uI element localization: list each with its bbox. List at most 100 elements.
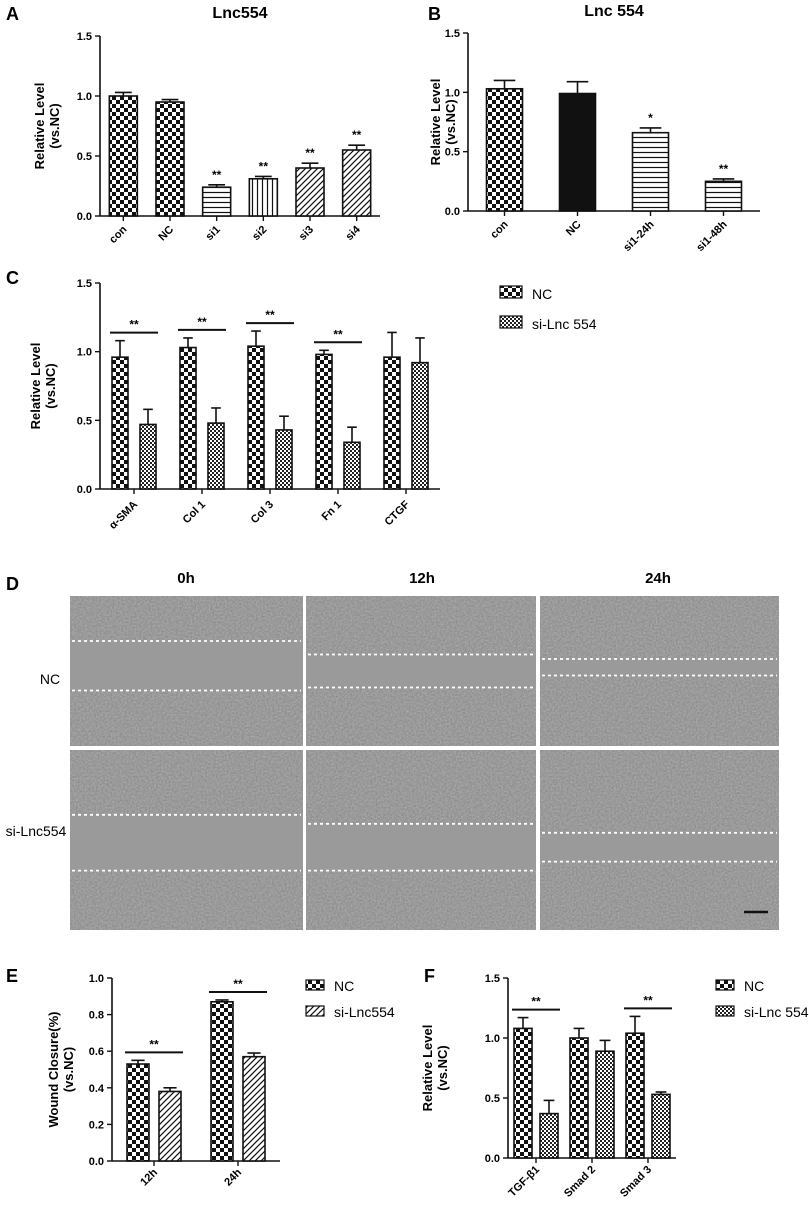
wound-gap bbox=[306, 654, 536, 688]
bar bbox=[341, 149, 372, 217]
micrograph-time-0h: 0h bbox=[177, 570, 195, 587]
y-tick-label: 1.0 bbox=[77, 91, 92, 103]
bar bbox=[275, 429, 293, 490]
legend-label: NC bbox=[532, 286, 552, 302]
significance-label: ** bbox=[259, 159, 269, 173]
chart-a-relative-level: Lnc554 Relative Level(vs.NC) 0.0 0.5 1.0 1.5 c… bbox=[32, 5, 380, 246]
y-tick-label: 0.6 bbox=[89, 1046, 104, 1058]
x-tick-label: TGF-β1 bbox=[506, 1164, 542, 1200]
micrograph-time-12h: 12h bbox=[409, 570, 435, 587]
significance-label: ** bbox=[643, 993, 653, 1007]
x-tick-label: NC bbox=[156, 224, 176, 244]
chart-f-signaling: Relative Level(vs.NC) 0.0 0.5 1.0 1.5 TGF-β1 *… bbox=[420, 973, 809, 1200]
y-axis-title-line: Relative Level bbox=[428, 79, 443, 166]
y-tick-label: 0.0 bbox=[89, 1156, 104, 1168]
y-axis-title: Relative Level(vs.NC) bbox=[32, 83, 62, 170]
significance-label: ** bbox=[129, 318, 139, 332]
bar bbox=[343, 441, 361, 490]
bar bbox=[155, 101, 185, 217]
bar bbox=[210, 1000, 234, 1162]
legend-swatch bbox=[305, 1005, 325, 1017]
legend-swatch bbox=[715, 1005, 735, 1017]
bar bbox=[108, 95, 139, 217]
bar bbox=[651, 1093, 671, 1159]
chart-b-relative-level: Lnc 554 Relative Level(vs.NC) 0.0 0.5 1.0 1.5… bbox=[428, 3, 760, 254]
y-axis-title: Relative Level(vs.NC) bbox=[428, 79, 458, 166]
y-tick-label: 0.5 bbox=[445, 147, 460, 159]
bar bbox=[179, 346, 197, 490]
y-tick-label: 0.5 bbox=[77, 415, 92, 427]
y-tick-label: 0.5 bbox=[485, 1093, 500, 1105]
significance-label: ** bbox=[333, 327, 343, 341]
bar bbox=[539, 1112, 559, 1159]
chart-c-fibrosis-markers: Relative Level(vs.NC) 0.0 0.5 1.0 1.5 α-SMA **… bbox=[28, 278, 597, 532]
y-tick-label: 0.2 bbox=[89, 1119, 104, 1131]
x-tick-label: Col 1 bbox=[181, 499, 209, 527]
y-axis-title-line: Relative Level bbox=[28, 343, 43, 430]
legend-swatch bbox=[305, 979, 325, 991]
panel-label-f: F bbox=[424, 966, 435, 986]
x-tick-label: si2 bbox=[250, 224, 269, 243]
x-tick-label: NC bbox=[564, 219, 584, 239]
x-tick-label: α-SMA bbox=[107, 499, 140, 532]
panel-label-a: A bbox=[6, 4, 19, 24]
micrograph-time-24h: 24h bbox=[645, 570, 671, 587]
bar bbox=[295, 167, 325, 217]
x-tick-label: si1-48h bbox=[694, 218, 729, 253]
significance-label: ** bbox=[149, 1037, 159, 1051]
wound-healing-micrographs: 0h 12h 24h NC si-Lnc554 bbox=[6, 570, 779, 930]
significance-label: ** bbox=[305, 146, 315, 160]
bar bbox=[207, 422, 225, 490]
panel-label-b: B bbox=[428, 4, 441, 24]
x-tick-label: 24h bbox=[222, 1166, 244, 1188]
bar bbox=[558, 92, 597, 212]
y-axis-title-line: (vs.NC) bbox=[47, 103, 62, 149]
significance-label: ** bbox=[719, 162, 729, 176]
y-tick-label: 0.0 bbox=[77, 211, 92, 223]
significance-label: ** bbox=[197, 315, 207, 329]
y-axis-title-line: (vs.NC) bbox=[61, 1047, 76, 1093]
legend-swatch bbox=[715, 979, 735, 991]
wound-gap bbox=[540, 832, 779, 862]
bar bbox=[704, 180, 743, 212]
y-tick-label: 0.8 bbox=[89, 1010, 104, 1022]
legend-label: si-Lnc 554 bbox=[532, 316, 597, 332]
y-tick-label: 0.0 bbox=[77, 484, 92, 496]
significance-label: * bbox=[648, 111, 653, 125]
bar bbox=[315, 353, 333, 490]
micrograph-row-nc: NC bbox=[40, 671, 60, 687]
bar bbox=[569, 1037, 589, 1159]
y-tick-label: 1.0 bbox=[485, 1033, 500, 1045]
chart-title: Lnc 554 bbox=[584, 3, 644, 20]
bar bbox=[411, 361, 429, 490]
y-tick-label: 0.5 bbox=[77, 151, 92, 163]
x-tick-label: Smad 3 bbox=[618, 1164, 654, 1200]
bar bbox=[383, 356, 401, 490]
wound-gap bbox=[70, 641, 303, 691]
y-axis-title-line: Wound Closure(%) bbox=[46, 1011, 61, 1127]
y-tick-label: 1.5 bbox=[77, 31, 92, 43]
legend-label: si-Lnc554 bbox=[334, 1004, 395, 1020]
chart-e-wound-closure: Wound Closure(%)(vs.NC) 0.0 0.2 0.4 0.6 0.8 1.… bbox=[46, 973, 395, 1189]
legend-label: NC bbox=[334, 978, 354, 994]
legend-swatch bbox=[499, 285, 523, 299]
bar bbox=[485, 87, 524, 212]
bar bbox=[201, 186, 232, 217]
bar bbox=[595, 1050, 615, 1159]
x-tick-label: 12h bbox=[138, 1166, 160, 1188]
y-tick-label: 1.5 bbox=[445, 28, 460, 40]
y-tick-label: 1.0 bbox=[445, 87, 460, 99]
y-axis-title-line: (vs.NC) bbox=[443, 99, 458, 145]
y-axis-title-line: (vs.NC) bbox=[43, 363, 58, 409]
y-tick-label: 1.5 bbox=[77, 278, 92, 290]
significance-label: ** bbox=[212, 168, 222, 182]
bar bbox=[513, 1027, 533, 1159]
y-tick-label: 1.0 bbox=[89, 973, 104, 985]
bar bbox=[126, 1063, 150, 1162]
bar bbox=[158, 1090, 182, 1162]
y-axis-title: Relative Level(vs.NC) bbox=[28, 343, 58, 430]
x-tick-label: Smad 2 bbox=[562, 1164, 598, 1200]
y-tick-label: 1.0 bbox=[77, 347, 92, 359]
micrograph-row-si-lnc554: si-Lnc554 bbox=[6, 823, 67, 839]
